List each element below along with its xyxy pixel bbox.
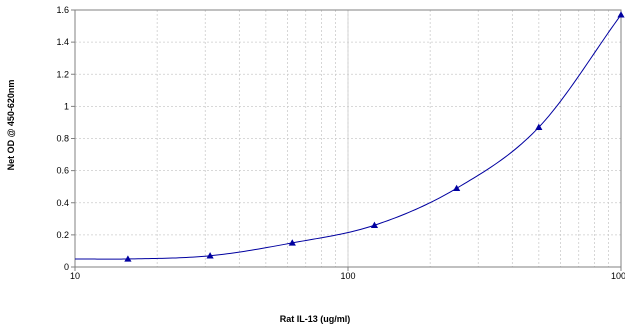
y-axis-title: Net OD @ 450-620nm: [6, 80, 16, 171]
data-point: [124, 255, 132, 262]
y-tick-label: 1.4: [56, 37, 69, 47]
data-point: [535, 123, 543, 130]
x-axis-title: Rat IL-13 (ug/ml): [280, 314, 351, 324]
data-point: [288, 239, 296, 246]
y-tick-label: 1: [64, 101, 69, 111]
y-tick-label: 0.6: [56, 166, 69, 176]
y-tick-label: 1.2: [56, 69, 69, 79]
grid-lines: [75, 10, 621, 267]
data-point: [206, 252, 214, 259]
x-tick-label: 1000: [611, 271, 625, 281]
y-tick-label: 1.6: [56, 5, 69, 15]
y-tick-label: 0.4: [56, 198, 69, 208]
data-point: [617, 11, 625, 18]
fit-curve: [75, 14, 622, 260]
y-tick-label: 0.2: [56, 230, 69, 240]
x-tick-label: 100: [340, 271, 355, 281]
data-points: [124, 11, 625, 262]
axis-ticks: 0 0.2 0.4 0.6 0.8 1 1.2 1.4 1.6 10 100 1000: [56, 5, 625, 281]
data-point: [453, 184, 461, 191]
y-tick-label: 0.8: [56, 134, 69, 144]
data-point: [370, 221, 379, 228]
x-tick-label: 10: [70, 271, 80, 281]
y-tick-label: 0: [64, 262, 69, 272]
